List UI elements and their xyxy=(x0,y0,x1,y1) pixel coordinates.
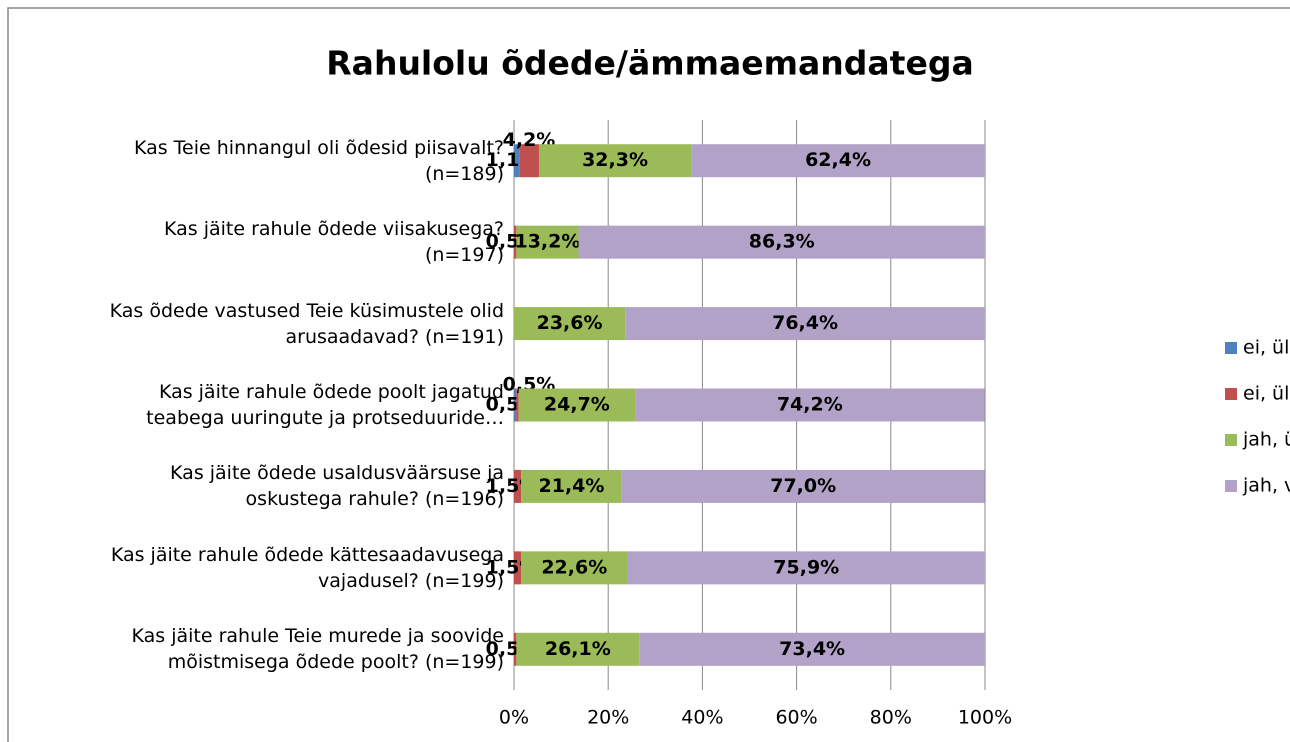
value-label: 13,2% xyxy=(514,231,580,253)
value-label: 73,4% xyxy=(779,638,845,660)
category-label: Kas jäite rahule õdede viisakusega? (n=1… xyxy=(164,218,504,267)
value-label: 24,7% xyxy=(544,394,610,416)
bar-segment xyxy=(518,388,636,422)
value-label: 32,3% xyxy=(582,149,648,171)
legend-label: jah, väga xyxy=(1242,475,1290,497)
value-label: 21,4% xyxy=(539,475,605,497)
bar-segment xyxy=(514,632,517,666)
bar-segment xyxy=(538,144,692,178)
legend-swatch xyxy=(1225,434,1237,446)
x-tick-label: 0% xyxy=(499,707,529,729)
category-label: Kas jäite rahule Teie murede ja soovide … xyxy=(131,625,504,674)
x-tick-label: 100% xyxy=(958,707,1012,729)
value-label: 77,0% xyxy=(770,475,836,497)
value-label: 75,9% xyxy=(773,556,839,578)
category-label: Kas õdede vastused Teie küsimustele olid… xyxy=(109,299,504,348)
bar-segment xyxy=(635,388,985,422)
value-label: 22,6% xyxy=(541,556,607,578)
value-label: 26,1% xyxy=(545,638,611,660)
bar-segment xyxy=(691,144,985,178)
bar-segment xyxy=(514,388,517,422)
bar-segment xyxy=(514,551,522,585)
frame xyxy=(7,7,1290,742)
legend-label: jah, üldiselt küll xyxy=(1242,429,1290,451)
bar-segment xyxy=(514,307,626,341)
value-label: 23,6% xyxy=(537,312,603,334)
bar-segment xyxy=(621,469,985,503)
category-label: Kas jäite rahule õdede kättesaadavusega … xyxy=(110,543,504,592)
bar-segment xyxy=(578,225,985,259)
x-tick-label: 40% xyxy=(681,707,723,729)
bar-segment xyxy=(627,551,985,585)
bar-segment xyxy=(521,469,622,503)
category-label: Kas jäite rahule õdede poolt jagatud tea… xyxy=(146,381,504,429)
legend-swatch xyxy=(1225,388,1237,400)
legend-label: ei, üldiselt mitte xyxy=(1243,383,1290,405)
bar-segment xyxy=(519,144,539,178)
bar-segment xyxy=(639,632,985,666)
value-label: 74,2% xyxy=(777,394,843,416)
legend-swatch xyxy=(1225,480,1237,492)
bar-segment xyxy=(516,632,640,666)
bar-segment xyxy=(625,307,985,341)
value-label: 62,4% xyxy=(805,149,871,171)
bar-segment xyxy=(514,469,522,503)
x-tick-label: 80% xyxy=(870,707,912,729)
bar-segment xyxy=(516,225,579,259)
bar-segment xyxy=(514,225,517,259)
x-tick-label: 20% xyxy=(587,707,629,729)
x-tick-label: 60% xyxy=(775,707,817,729)
value-label: 76,4% xyxy=(772,312,838,334)
legend-swatch xyxy=(1225,342,1237,354)
legend-label: ei, üldse mitte xyxy=(1243,337,1290,359)
category-label: Kas Teie hinnangul oli õdesid piisavalt?… xyxy=(133,136,504,185)
bar-segment xyxy=(514,144,520,178)
category-label: Kas jäite õdede usaldusväärsuse ja oskus… xyxy=(170,462,504,511)
chart-title: Rahulolu õdede/ämmaemandatega xyxy=(326,44,973,83)
value-label: 86,3% xyxy=(749,231,815,253)
bar-segment xyxy=(521,551,628,585)
bar-segment xyxy=(516,388,519,422)
